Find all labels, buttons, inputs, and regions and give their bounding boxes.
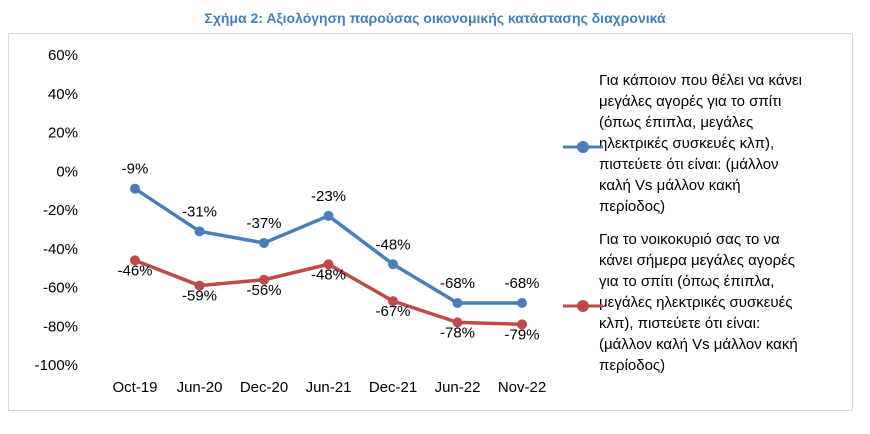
legend-key-1-marker	[577, 141, 589, 153]
x-tick-label: Jun-21	[306, 379, 352, 396]
series-2-point	[388, 296, 398, 307]
legend-line: Για το νοικοκυριό σας το να	[599, 231, 780, 248]
series-1-data-label: -9%	[122, 161, 149, 178]
legend-text-1: Για κάποιον που θέλει να κάνει μεγάλες αγ…	[579, 70, 844, 217]
series-1-point	[517, 298, 527, 308]
legend-key-2	[563, 300, 603, 312]
series-1-data-label: -48%	[375, 236, 410, 253]
series-2-data-label: -67%	[375, 303, 410, 320]
x-tick-label: Oct-19	[112, 379, 157, 396]
legend-line: (μάλλον καλή Vs μάλλον κακή	[599, 336, 798, 353]
series-2-point	[194, 280, 205, 291]
x-tick-label: Dec-21	[369, 379, 417, 396]
legend-line: καλή Vs μάλλον κακή	[599, 177, 741, 194]
series-2-data-label: -48%	[311, 266, 346, 283]
series-1-point	[259, 237, 269, 248]
y-tick-label: 60%	[48, 47, 78, 64]
series-2-point	[130, 255, 140, 266]
chart-title: Σχήμα 2: Αξιολόγηση παρούσας οικονομικής…	[204, 10, 666, 26]
legend-key-1	[563, 141, 603, 153]
x-tick-label: Dec-20	[240, 379, 288, 396]
legend-text-2: Για το νοικοκυριό σας το να κάνει σήμερα …	[579, 229, 844, 376]
x-tick-label: Jun-22	[435, 379, 481, 396]
y-tick-label: 0%	[56, 163, 78, 180]
series-2-data-label: -46%	[117, 262, 152, 279]
series-2-data-label: -56%	[246, 282, 281, 299]
series-1-data-label: -23%	[311, 188, 346, 205]
y-tick-label: 40%	[48, 86, 78, 103]
series-1-point	[130, 183, 140, 194]
y-tick-label: -100%	[35, 357, 78, 374]
legend-line: ηλεκτρικές συσκευές κλπ),	[599, 135, 775, 152]
legend-entry-2: Για το νοικοκυριό σας το να κάνει σήμερα …	[563, 229, 844, 376]
y-tick-label: -20%	[43, 202, 78, 219]
legend-line: (όπως έπιπλα, μεγάλες	[599, 114, 754, 131]
series-2-point	[517, 319, 527, 330]
series-1-data-label: -37%	[246, 215, 281, 232]
legend-line: για το σπίτι (όπως έπιπλα,	[599, 273, 775, 290]
series-2-data-label: -79%	[504, 326, 539, 343]
series-2-data-label: -78%	[440, 324, 475, 341]
legend-line: κάνει σήμερα μεγάλες αγορές	[599, 252, 796, 269]
chart-frame	[8, 33, 853, 411]
series-2-point	[323, 259, 334, 270]
y-tick-label: -60%	[43, 280, 78, 297]
legend-entry-1: Για κάποιον που θέλει να κάνει μεγάλες αγ…	[563, 70, 844, 217]
y-tick-label: -80%	[43, 318, 78, 335]
series-2-point	[259, 274, 269, 285]
y-tick-label: 20%	[48, 125, 78, 142]
legend-line: περίοδος)	[599, 198, 666, 215]
legend-line: Για κάποιον που θέλει να κάνει	[599, 72, 803, 89]
x-tick-label: Jun-20	[177, 379, 223, 396]
series-1-point	[194, 226, 205, 237]
series-1-data-label: -68%	[504, 275, 539, 292]
series-1-point	[388, 259, 398, 270]
series-2-point	[452, 317, 463, 328]
legend-key-2-marker	[577, 300, 589, 312]
series-1-data-label: -31%	[182, 203, 217, 220]
series-1-data-label: -68%	[440, 275, 475, 292]
series-2-data-label: -59%	[182, 288, 217, 305]
legend-line: περίοδος)	[599, 357, 666, 374]
legend-line: πιστεύετε ότι είναι: (μάλλον	[599, 156, 779, 173]
y-tick-label: -40%	[43, 241, 78, 258]
x-tick-label: Nov-22	[498, 379, 546, 396]
series-1-point	[452, 298, 463, 308]
legend-line: κλπ), πιστεύετε ότι είναι:	[599, 315, 761, 332]
legend-line: μεγάλες αγορές για το σπίτι	[599, 93, 782, 110]
legend-line: μεγάλες ηλεκτρικές συσκευές	[599, 294, 793, 311]
series-1-point	[323, 210, 334, 221]
